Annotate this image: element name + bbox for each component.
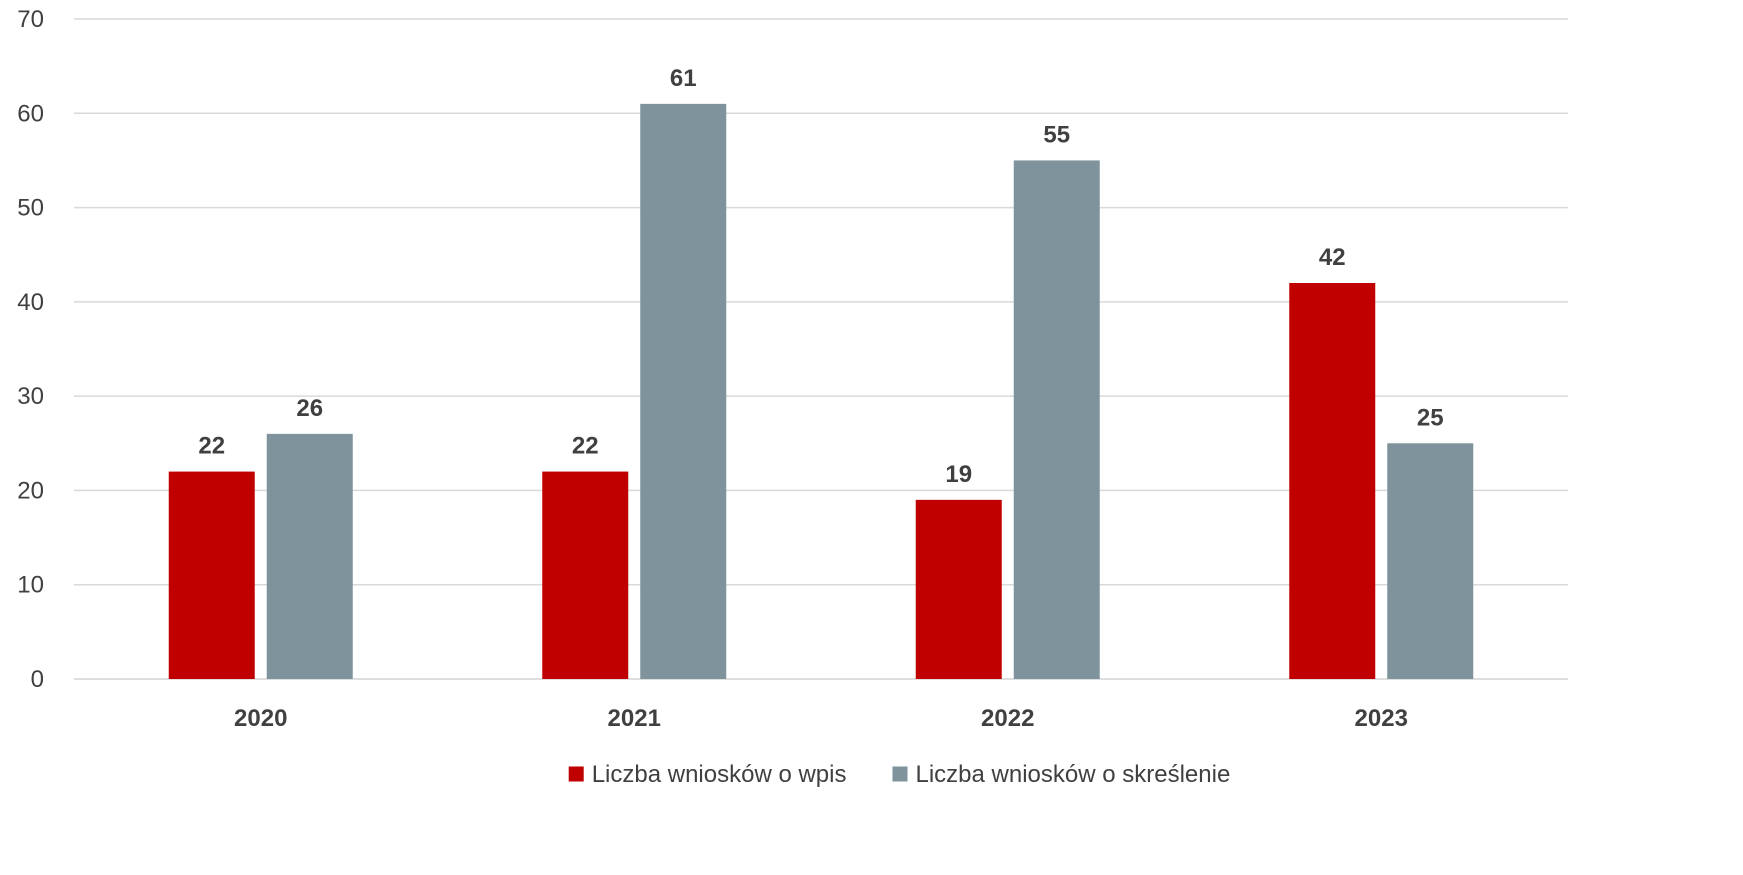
y-axis-ticks: 0 10 20 30 40 50 60 70 [17,6,44,693]
x-category-label: 2023 [1355,705,1408,732]
bar-wpis-2021 [542,471,629,679]
y-tick-label: 0 [31,666,44,693]
bar-skreslenie-2020 [266,433,353,679]
bar-skreslenie-2023 [1387,443,1474,679]
bars [168,103,1474,680]
y-tick-label: 50 [17,195,44,222]
y-tick-label: 30 [17,383,44,410]
y-tick-label: 70 [17,6,44,33]
data-label: 55 [1043,121,1070,148]
legend-label: Liczba wniosków o wpis [592,761,847,788]
data-label: 26 [296,395,323,422]
x-category-label: 2020 [234,705,287,732]
y-tick-label: 40 [17,289,44,316]
legend-label: Liczba wniosków o skreślenie [915,761,1230,788]
y-tick-label: 20 [17,477,44,504]
bar-skreslenie-2021 [640,103,727,680]
legend-item: Liczba wniosków o skreślenie [892,761,1230,788]
data-labels: 22 26 22 61 19 55 42 25 [198,65,1443,488]
legend-swatch [892,766,908,782]
y-tick-label: 10 [17,572,44,599]
x-axis-categories: 2020 2021 2022 2023 [234,705,1408,732]
data-label: 25 [1417,404,1444,431]
bar-skreslenie-2022 [1013,160,1100,679]
data-label: 19 [945,461,972,488]
legend-swatch [568,766,584,782]
data-label: 42 [1319,244,1346,271]
x-category-label: 2022 [981,705,1034,732]
bar-wpis-2020 [168,471,255,679]
bar-wpis-2023 [1289,283,1376,679]
data-label: 22 [198,433,225,460]
legend-item: Liczba wniosków o wpis [568,761,847,788]
y-tick-label: 60 [17,100,44,127]
x-category-label: 2021 [608,705,661,732]
legend: Liczba wniosków o wpis Liczba wniosków o … [568,761,1230,788]
data-label: 61 [670,65,697,92]
bar-wpis-2022 [915,499,1002,679]
data-label: 22 [572,433,599,460]
